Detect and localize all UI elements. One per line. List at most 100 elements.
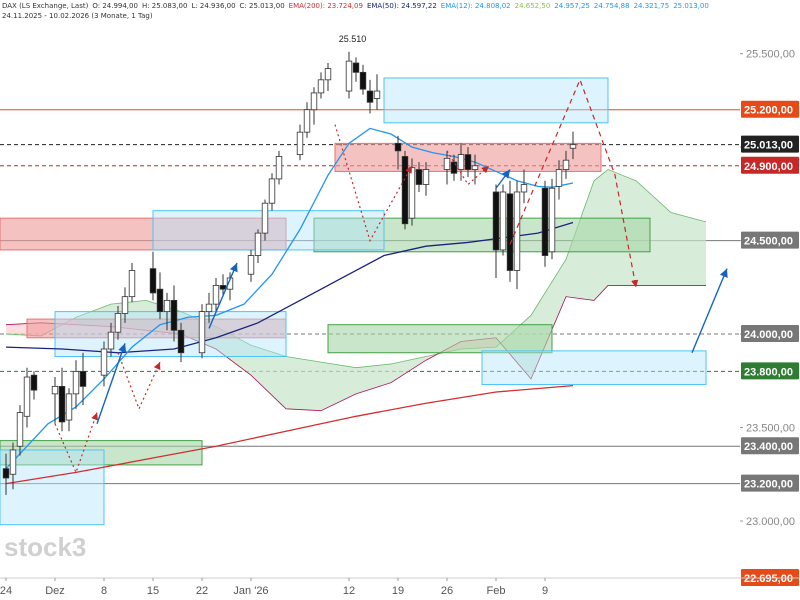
candle-body <box>275 156 283 180</box>
candle-body <box>219 285 227 290</box>
candle-body <box>170 300 178 331</box>
x-tick-label: 22 <box>196 585 208 597</box>
candle-body <box>212 285 220 305</box>
candle-body <box>394 142 402 152</box>
candle-body <box>79 371 87 387</box>
level-label-box <box>741 100 799 118</box>
candle-body <box>156 288 164 313</box>
candle-body <box>296 131 304 155</box>
zone-target <box>383 77 609 124</box>
candle-body <box>548 187 556 253</box>
candle-body <box>450 161 458 174</box>
header-value: 24.652,50 <box>514 2 551 10</box>
zone-supply <box>0 217 287 251</box>
max-label: 25.510 <box>339 34 367 44</box>
candle-body <box>520 184 528 193</box>
header-value: 24.321,75 <box>633 2 670 10</box>
candle-body <box>541 187 549 256</box>
candle-body <box>569 144 577 149</box>
projection-path <box>509 78 639 288</box>
level-label-box <box>741 474 799 492</box>
candle-body <box>163 300 171 313</box>
candle-body <box>562 159 570 170</box>
projection-path <box>117 352 161 411</box>
candle-body <box>464 154 472 170</box>
level-label-box <box>741 135 799 153</box>
candle-body <box>51 385 59 395</box>
candle-body <box>107 331 115 350</box>
zone-demand <box>327 324 553 354</box>
candle-body <box>30 374 38 391</box>
candle-body <box>72 371 80 395</box>
x-tick-label: Jan '26 <box>233 585 268 597</box>
candle-body <box>457 154 465 170</box>
candle-body <box>114 313 122 333</box>
y-tick-label: 23.500,00 <box>746 423 795 435</box>
cloud-segment <box>391 356 426 383</box>
x-tick-label: 8 <box>101 585 107 597</box>
candle-body <box>408 167 416 219</box>
ema-line <box>5 127 574 470</box>
x-tick-label: 12 <box>343 585 355 597</box>
candle-body <box>261 202 269 234</box>
cloud-segment <box>671 212 706 286</box>
candle-body <box>422 169 430 185</box>
candle-body <box>9 449 17 475</box>
y-tick-label: 23.000,00 <box>746 516 795 528</box>
trend-arrow <box>691 268 728 354</box>
header-value: C: 25.013,00 <box>239 2 285 10</box>
level-label: 24.900,00 <box>744 161 793 173</box>
candle-body <box>373 90 381 99</box>
x-tick-label: 15 <box>147 585 159 597</box>
level-label-box <box>741 231 799 249</box>
candle-body <box>506 193 514 271</box>
x-tick-label: 9 <box>542 585 548 597</box>
header-value: EMA(12): 24.808,02 <box>440 2 511 10</box>
level-label-box <box>741 325 799 343</box>
level-label: 25.200,00 <box>744 105 793 117</box>
level-label: 23.200,00 <box>744 479 793 491</box>
level-label-box <box>741 437 799 455</box>
candle-body <box>149 268 157 294</box>
candle-body <box>401 156 409 225</box>
cloud-segment <box>356 363 391 394</box>
header-value: DAX (LS Exchange, Last) <box>2 2 89 10</box>
chart-header-line2: 24.11.2025 - 10.02.2026 (3 Monate, 1 Tag… <box>2 12 153 20</box>
candle-body <box>303 109 311 133</box>
x-tick-label: 26 <box>441 585 453 597</box>
level-label: 25.013,00 <box>744 140 793 152</box>
candle-body <box>513 191 521 271</box>
projection-path <box>54 412 99 475</box>
trend-arrow <box>495 169 511 189</box>
x-tick-label: 19 <box>392 585 404 597</box>
zone-target <box>481 350 707 386</box>
candle-body <box>366 90 374 103</box>
candle-body <box>23 376 31 417</box>
cloud-segment <box>216 326 251 376</box>
candle-body <box>359 71 367 90</box>
ema-line <box>5 384 574 485</box>
candle-body <box>310 92 318 111</box>
candle-body <box>443 157 451 170</box>
header-value: O: 24.994,00 <box>92 2 138 10</box>
chart-header-line1: DAX (LS Exchange, Last) O: 24.994,00 H: 25… <box>2 2 713 10</box>
x-tick-label: Dez <box>45 585 65 597</box>
candle-body <box>58 385 66 423</box>
candle-body <box>555 169 563 187</box>
watermark-logo: stock3 <box>4 532 86 562</box>
header-value: EMA(50): 24.597,22 <box>366 2 437 10</box>
candle-body <box>16 412 24 447</box>
level-label: 24.000,00 <box>744 329 793 341</box>
candle-body <box>317 79 325 94</box>
cloud-segment <box>636 180 671 286</box>
header-value: L: 24.936,00 <box>191 2 236 10</box>
candle-body <box>345 60 353 92</box>
candle-body <box>205 303 213 313</box>
header-value: 24.754,88 <box>593 2 630 10</box>
candle-body <box>415 169 423 185</box>
level-label-box <box>741 362 799 380</box>
level-label: 24.500,00 <box>744 236 793 248</box>
zone-demand <box>313 217 651 253</box>
trend-arrow <box>208 262 238 329</box>
